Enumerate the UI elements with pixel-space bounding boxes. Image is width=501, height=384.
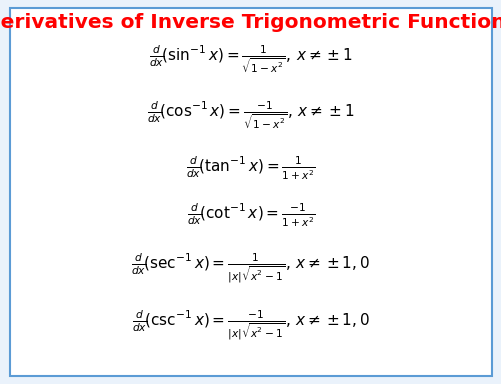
Text: $\frac{d}{dx}\!\left(\tan^{-1}x\right) = \frac{1}{1+x^2}$: $\frac{d}{dx}\!\left(\tan^{-1}x\right) =… (186, 154, 315, 182)
Text: $\frac{d}{dx}\!\left(\csc^{-1}x\right) = \frac{-1}{|x|\sqrt{x^2-1}},\, x \neq \p: $\frac{d}{dx}\!\left(\csc^{-1}x\right) =… (132, 309, 369, 342)
Text: $\frac{d}{dx}\!\left(\cos^{-1}x\right) = \frac{-1}{\sqrt{1-x^2}},\, x \neq \pm 1: $\frac{d}{dx}\!\left(\cos^{-1}x\right) =… (147, 99, 354, 131)
Text: $\frac{d}{dx}\!\left(\sec^{-1}x\right) = \frac{1}{|x|\sqrt{x^2-1}},\, x \neq \pm: $\frac{d}{dx}\!\left(\sec^{-1}x\right) =… (131, 252, 370, 285)
Text: $\frac{d}{dx}\!\left(\sin^{-1}x\right) = \frac{1}{\sqrt{1-x^2}},\, x \neq \pm 1$: $\frac{d}{dx}\!\left(\sin^{-1}x\right) =… (149, 44, 352, 75)
FancyBboxPatch shape (10, 8, 491, 376)
Text: Derivatives of Inverse Trigonometric Functions: Derivatives of Inverse Trigonometric Fun… (0, 13, 501, 32)
Text: $\frac{d}{dx}\!\left(\cot^{-1}x\right) = \frac{-1}{1+x^2}$: $\frac{d}{dx}\!\left(\cot^{-1}x\right) =… (186, 201, 315, 229)
